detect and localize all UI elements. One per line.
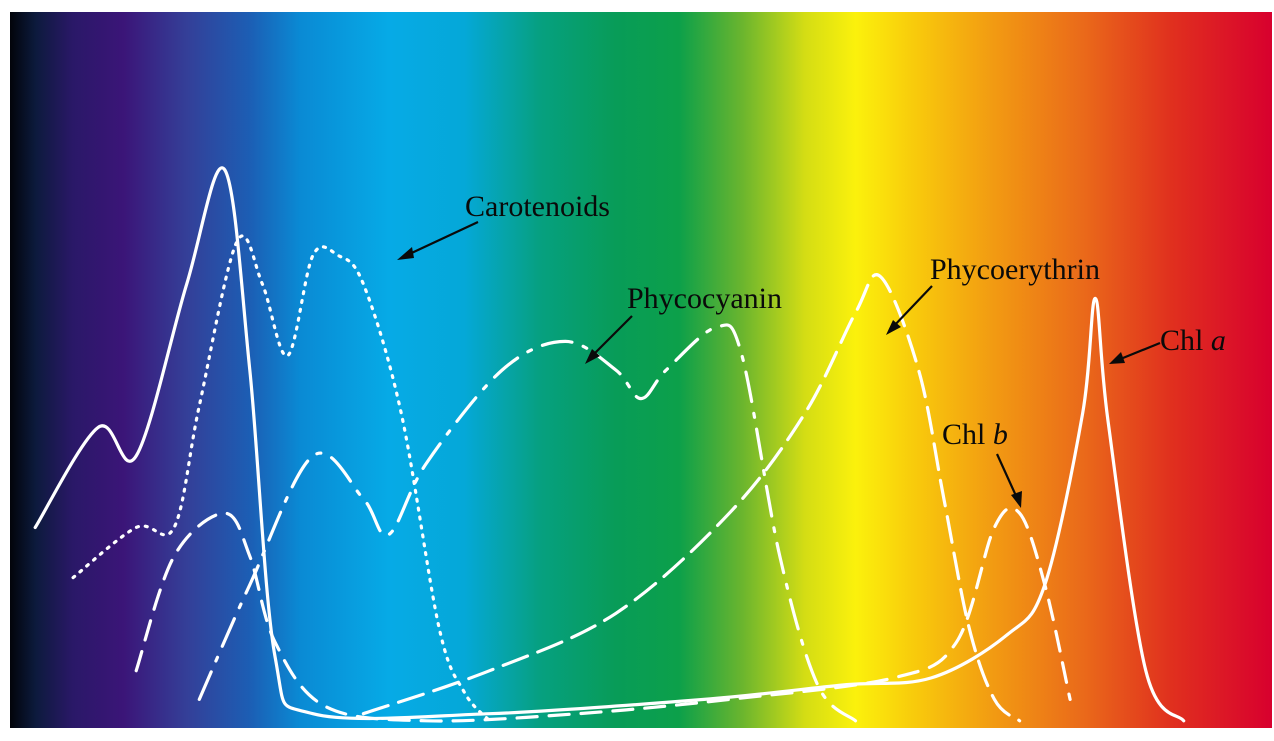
curve-phycoerythrin — [361, 273, 1022, 723]
curve-phycocyanin — [197, 323, 858, 723]
arrow-chl-b — [995, 453, 1019, 499]
arrow-phycocyanin — [590, 315, 633, 358]
arrow-chl-a — [1117, 341, 1161, 362]
curve-layer — [33, 166, 1186, 723]
label-chl-a: Chl a — [1160, 324, 1226, 357]
curve-chl-a — [33, 166, 1186, 723]
label-chl-a-prefix: Chl — [1160, 324, 1211, 357]
arrowhead-chl-a — [1109, 352, 1125, 364]
label-chl-b-suffix: b — [993, 418, 1008, 451]
arrowhead-phycocyanin — [585, 349, 600, 364]
arrowhead-carotenoids — [397, 247, 414, 260]
label-chl-a-suffix: a — [1211, 324, 1226, 357]
label-chl-b: Chl b — [942, 418, 1008, 451]
label-phycoerythrin: Phycoerythrin — [930, 253, 1100, 286]
arrow-phycoerythrin — [891, 285, 933, 329]
label-phycocyanin: Phycocyanin — [627, 282, 782, 315]
label-carotenoids: Carotenoids — [465, 190, 610, 223]
label-chl-b-prefix: Chl — [942, 418, 993, 451]
arrowhead-chl-b — [1011, 491, 1022, 508]
spectrum-background — [10, 12, 1272, 728]
bottom-edge — [0, 728, 1274, 741]
arrow-carotenoids — [402, 221, 479, 258]
curve-carotenoids — [71, 234, 492, 723]
arrowhead-phycoerythrin — [886, 320, 901, 335]
curve-chl-b — [134, 506, 1072, 723]
